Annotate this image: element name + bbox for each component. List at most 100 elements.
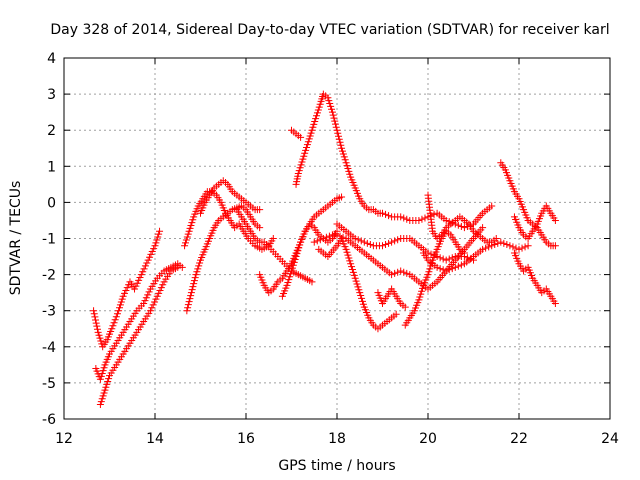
data-point-plus — [196, 259, 204, 267]
data-point-plus — [133, 279, 141, 287]
data-point-plus — [418, 287, 426, 295]
data-point-plus — [353, 280, 361, 288]
data-point-plus — [521, 243, 529, 251]
data-point-plus — [142, 294, 150, 302]
data-point-plus — [186, 224, 194, 232]
axis-ticks — [63, 57, 611, 420]
data-point-plus — [494, 239, 502, 247]
y-tick-label: -4 — [42, 340, 56, 356]
data-point-plus — [338, 144, 346, 152]
data-point-plus — [448, 265, 456, 273]
data-point-plus — [346, 170, 354, 178]
data-point-plus — [336, 138, 344, 146]
data-point-plus — [153, 236, 161, 244]
y-tick-label: -6 — [42, 412, 56, 428]
data-point-plus — [417, 290, 425, 298]
x-tick-label: 24 — [601, 431, 619, 447]
data-point-plus — [319, 235, 327, 242]
data-point-plus — [360, 238, 368, 246]
series-track-13 — [315, 235, 400, 333]
data-point-plus — [328, 108, 336, 116]
data-point-plus — [358, 297, 366, 305]
data-point-plus — [403, 215, 411, 223]
data-point-plus — [418, 215, 426, 223]
data-point-plus — [190, 277, 198, 285]
series-track-17 — [419, 238, 532, 275]
y-tick-label: -1 — [42, 232, 56, 248]
data-point-plus — [269, 235, 277, 242]
data-point-plus — [91, 313, 99, 321]
data-point-plus — [442, 216, 450, 224]
data-point-plus — [340, 153, 348, 161]
data-point-plus — [195, 262, 203, 270]
data-point-plus — [119, 292, 127, 300]
data-point-plus — [284, 279, 292, 287]
data-point-plus — [288, 267, 295, 275]
data-point-plus — [442, 256, 450, 264]
data-point-plus — [116, 301, 124, 309]
data-point-plus — [186, 295, 194, 303]
data-point-plus — [351, 274, 359, 282]
data-point-plus — [156, 227, 164, 235]
data-point-plus — [401, 303, 409, 311]
data-point-plus — [303, 144, 311, 152]
data-point-plus — [351, 235, 359, 242]
data-point-plus — [391, 269, 399, 277]
data-point-plus — [497, 238, 505, 246]
data-point-plus — [415, 296, 423, 304]
data-point-plus — [345, 254, 353, 262]
y-tick-label: 4 — [47, 51, 56, 67]
data-point-plus — [524, 242, 532, 250]
data-point-plus — [426, 265, 434, 273]
data-point-plus — [95, 331, 103, 339]
data-point-plus — [325, 232, 333, 240]
data-point-plus — [551, 242, 559, 250]
data-point-plus — [181, 242, 189, 250]
data-point-plus — [482, 244, 490, 252]
data-point-plus — [416, 293, 424, 301]
data-point-plus — [348, 266, 356, 274]
data-point-plus — [400, 214, 408, 222]
data-point-plus — [159, 281, 167, 289]
data-point-plus — [312, 115, 320, 123]
data-point-plus — [338, 193, 346, 201]
data-point-plus — [147, 250, 155, 258]
data-point-plus — [143, 259, 151, 267]
data-point-plus — [333, 126, 341, 134]
data-point-plus — [335, 132, 343, 140]
data-point-plus — [185, 298, 193, 306]
data-point-plus — [193, 268, 201, 276]
series-track-9 — [278, 220, 341, 300]
data-point-plus — [506, 242, 514, 250]
data-point-plus — [295, 244, 303, 252]
series-track-18 — [424, 191, 500, 246]
data-point-plus — [184, 230, 192, 238]
data-point-plus — [314, 106, 322, 114]
x-tick-label: 12 — [55, 431, 73, 447]
data-point-plus — [358, 294, 366, 302]
data-point-plus — [425, 268, 433, 276]
data-point-plus — [421, 214, 429, 222]
data-point-plus — [308, 126, 316, 134]
data-point-plus — [90, 307, 98, 315]
data-point-plus — [346, 257, 354, 265]
data-point-plus — [415, 216, 423, 224]
data-point-plus — [302, 146, 310, 154]
data-point-plus — [359, 300, 367, 308]
data-point-plus — [354, 236, 362, 244]
data-point-plus — [329, 111, 337, 119]
data-point-plus — [479, 245, 487, 253]
data-point-plus — [366, 241, 374, 249]
data-point-plus — [307, 129, 315, 137]
data-point-plus — [154, 233, 162, 241]
data-point-plus — [335, 135, 343, 143]
data-point-plus — [97, 337, 105, 345]
data-point-plus — [187, 222, 195, 230]
data-point-plus — [445, 266, 453, 274]
data-point-plus — [109, 322, 117, 330]
data-point-plus — [457, 261, 465, 269]
data-point-plus — [445, 255, 453, 263]
data-point-plus — [503, 241, 511, 249]
data-point-plus — [283, 281, 291, 289]
